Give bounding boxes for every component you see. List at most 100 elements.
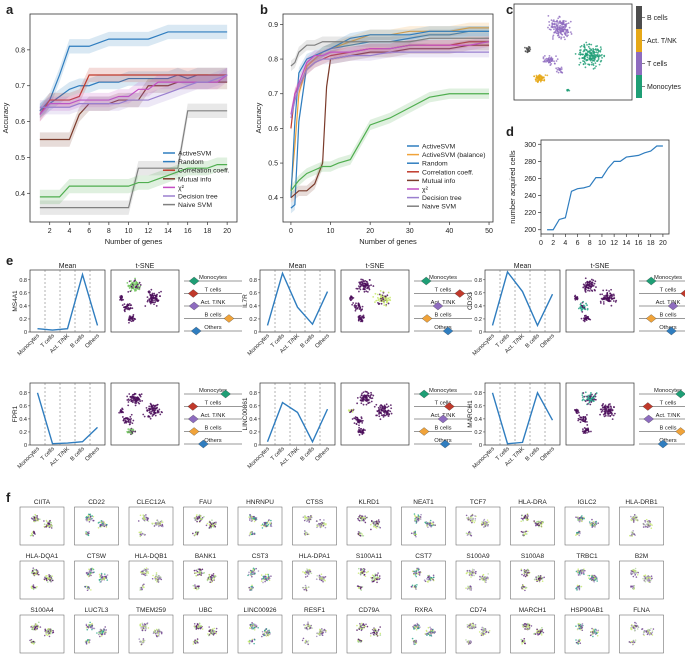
tsne-point bbox=[148, 415, 150, 418]
umap-point bbox=[304, 571, 306, 574]
umap-point bbox=[473, 569, 475, 571]
y-tick-label: 0.4 bbox=[19, 304, 27, 310]
umap-point bbox=[253, 638, 256, 641]
umap-point bbox=[597, 522, 599, 525]
umap-point bbox=[85, 516, 87, 519]
umap-point bbox=[201, 518, 204, 520]
mean-line-CD3G bbox=[491, 270, 554, 328]
tsne-point bbox=[156, 411, 159, 414]
umap-point bbox=[644, 524, 647, 526]
umap-point bbox=[103, 628, 105, 630]
umap-point bbox=[481, 523, 484, 526]
umap-point bbox=[208, 630, 211, 633]
violin-shape bbox=[675, 389, 685, 399]
umap-point bbox=[599, 50, 602, 53]
umap-point bbox=[215, 521, 217, 524]
gene-title: HLA-DPA1 bbox=[299, 553, 331, 560]
violin-label: Act. T/NK bbox=[656, 413, 681, 419]
tsne-point bbox=[349, 409, 351, 412]
tsne-point bbox=[365, 390, 368, 393]
umap-point bbox=[86, 639, 89, 641]
umap-point bbox=[360, 567, 362, 570]
tsne-point bbox=[138, 288, 141, 291]
tsne-point bbox=[358, 430, 361, 433]
tsne-point bbox=[361, 280, 363, 283]
y-tick-label: 240 bbox=[524, 193, 536, 200]
umap-point bbox=[316, 574, 319, 577]
umap-point bbox=[537, 577, 540, 580]
umap-point bbox=[270, 525, 273, 528]
umap-point bbox=[264, 580, 266, 583]
umap-point bbox=[89, 513, 92, 516]
x-tick-label: 4 bbox=[563, 240, 567, 247]
tsne-point bbox=[587, 402, 589, 405]
plot-frame bbox=[282, 13, 494, 223]
tsne-point bbox=[130, 289, 133, 292]
gene-label: CD3G bbox=[467, 292, 474, 310]
umap-point bbox=[145, 567, 148, 569]
tsne-point bbox=[607, 297, 609, 300]
umap-point bbox=[646, 526, 649, 528]
tsne-point bbox=[355, 306, 358, 308]
tsne-point bbox=[120, 299, 123, 302]
umap-point bbox=[434, 524, 436, 526]
umap-frame bbox=[183, 614, 228, 654]
umap-point bbox=[251, 586, 254, 589]
tsne-point bbox=[141, 399, 144, 402]
tsne-point bbox=[601, 409, 604, 412]
umap-frame bbox=[401, 560, 446, 600]
umap-point bbox=[561, 23, 564, 26]
umap-point bbox=[585, 41, 588, 44]
umap-point bbox=[38, 518, 41, 521]
umap-point bbox=[50, 523, 53, 526]
tsne-point bbox=[378, 293, 381, 296]
umap-point bbox=[89, 515, 92, 518]
umap-point bbox=[632, 521, 635, 523]
umap-point bbox=[215, 630, 218, 633]
tsne-point bbox=[383, 412, 386, 414]
tsne-point bbox=[382, 298, 385, 301]
umap-point bbox=[160, 632, 163, 635]
umap-point bbox=[538, 520, 540, 523]
tsne-point bbox=[134, 318, 137, 321]
umap-point bbox=[198, 585, 200, 587]
umap-point bbox=[265, 632, 268, 634]
x-tick-label: 10 bbox=[598, 240, 606, 247]
tsne-point bbox=[379, 405, 381, 408]
umap-point bbox=[305, 586, 308, 588]
umap-point bbox=[265, 628, 268, 630]
umap-point bbox=[253, 571, 256, 574]
series-band-Decision tree bbox=[290, 46, 490, 124]
gene-title: HNRNPU bbox=[246, 499, 274, 506]
y-tick-label: 0.6 bbox=[249, 404, 257, 410]
tsne-point bbox=[129, 307, 132, 310]
umap-point bbox=[371, 577, 373, 579]
umap-point bbox=[305, 589, 308, 592]
umap-point bbox=[556, 34, 559, 37]
umap-point bbox=[586, 58, 588, 61]
tsne-point bbox=[574, 298, 577, 301]
umap-point bbox=[363, 571, 366, 573]
umap-point bbox=[253, 533, 256, 535]
tsne-point bbox=[372, 295, 375, 298]
umap-point bbox=[141, 570, 144, 573]
colorbar-segment bbox=[636, 75, 642, 98]
tsne-point bbox=[122, 298, 125, 301]
y-tick-label: 0.6 bbox=[268, 126, 278, 133]
umap-point bbox=[31, 518, 34, 520]
umap-point bbox=[260, 580, 263, 582]
umap-point bbox=[559, 24, 562, 27]
umap-point bbox=[146, 518, 149, 520]
umap-point bbox=[100, 575, 102, 577]
umap-point bbox=[365, 516, 368, 519]
umap-point bbox=[630, 515, 632, 518]
umap-frame bbox=[401, 506, 446, 546]
umap-point bbox=[630, 531, 633, 533]
umap-point bbox=[633, 519, 635, 522]
umap-point bbox=[103, 525, 106, 528]
x-tick-label: 8 bbox=[588, 240, 592, 247]
umap-point bbox=[559, 26, 561, 28]
umap-point bbox=[157, 576, 160, 578]
tsne-point bbox=[362, 391, 365, 394]
